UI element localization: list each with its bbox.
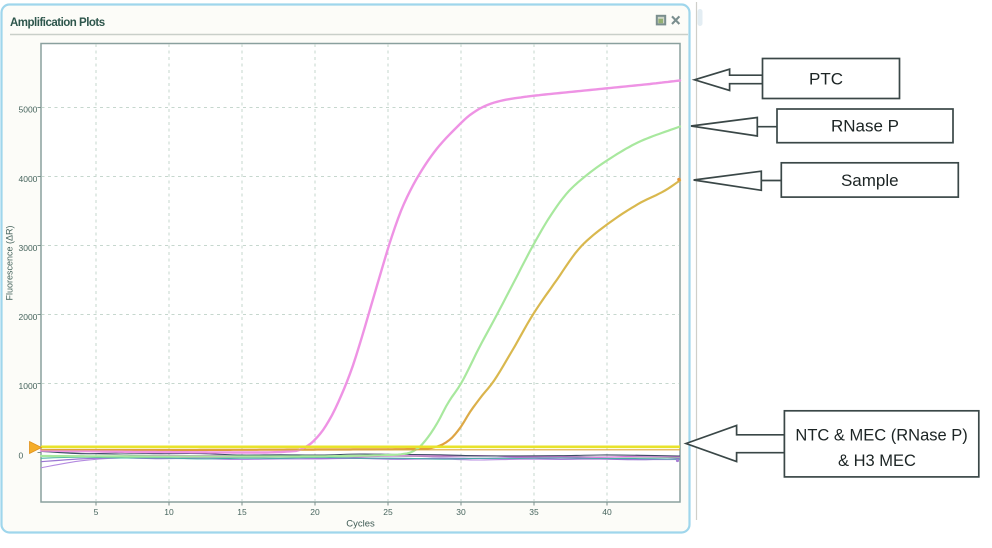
svg-text:0: 0 xyxy=(19,451,24,461)
svg-text:3000: 3000 xyxy=(19,243,38,253)
svg-text:& H3 MEC: & H3 MEC xyxy=(838,452,916,470)
svg-text:20: 20 xyxy=(310,507,320,517)
svg-text:RNase P: RNase P xyxy=(831,117,899,136)
svg-text:5000: 5000 xyxy=(19,105,38,115)
svg-text:5: 5 xyxy=(94,507,99,517)
svg-text:PTC: PTC xyxy=(809,70,843,89)
svg-text:Cycles: Cycles xyxy=(346,519,375,530)
svg-text:30: 30 xyxy=(456,507,466,517)
svg-text:NTC & MEC (RNase P): NTC & MEC (RNase P) xyxy=(795,427,967,445)
svg-text:Fluorescence (ΔR): Fluorescence (ΔR) xyxy=(5,225,15,300)
svg-text:4000: 4000 xyxy=(19,174,38,184)
svg-text:1000: 1000 xyxy=(19,381,38,391)
svg-text:Amplification Plots: Amplification Plots xyxy=(10,17,105,29)
svg-text:Sample: Sample xyxy=(841,171,899,190)
svg-text:35: 35 xyxy=(529,507,539,517)
svg-text:10: 10 xyxy=(164,507,174,517)
svg-text:2000: 2000 xyxy=(19,312,38,322)
svg-text:25: 25 xyxy=(383,507,393,517)
svg-text:40: 40 xyxy=(602,507,612,517)
svg-text:15: 15 xyxy=(237,507,247,517)
